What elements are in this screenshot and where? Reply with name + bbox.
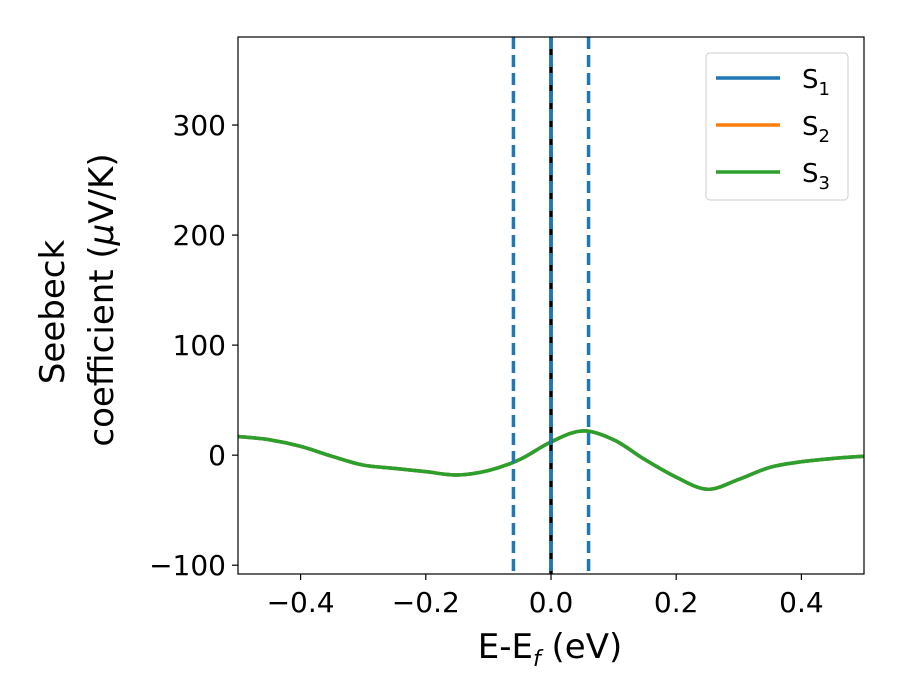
legend-label-sub: 1 bbox=[819, 79, 830, 100]
legend-label-s2: S2 bbox=[802, 112, 830, 147]
legend-label-main: S bbox=[802, 112, 819, 142]
x-axis-label: E-Ef (eV) bbox=[478, 627, 623, 672]
x-axis-label-text: E-E bbox=[478, 627, 533, 667]
y-axis-label-unit: V/K) bbox=[82, 153, 122, 223]
y-axis-label-line2: coefficient (μV/K) bbox=[82, 153, 122, 446]
y-tick-label: 200 bbox=[173, 219, 226, 252]
legend-label-s3: S3 bbox=[802, 159, 830, 194]
legend-label-main: S bbox=[802, 65, 819, 95]
y-axis-label-line1: Seebeck bbox=[33, 240, 73, 385]
legend-label-s1: S1 bbox=[802, 65, 830, 100]
y-axis-label-mu: μ bbox=[82, 224, 122, 247]
x-tick-label: −0.4 bbox=[267, 586, 335, 619]
x-axis-label-unit: (eV) bbox=[541, 627, 623, 667]
x-tick-label: 0.4 bbox=[779, 586, 824, 619]
y-tick-label: 100 bbox=[173, 329, 226, 362]
legend-label-main: S bbox=[802, 159, 819, 189]
x-tick-label: 0.0 bbox=[529, 586, 574, 619]
x-axis-label-sub: f bbox=[533, 647, 544, 672]
y-tick-label: −100 bbox=[149, 549, 226, 582]
y-tick-label: 300 bbox=[173, 109, 226, 142]
y-tick-label: 0 bbox=[208, 439, 226, 472]
plot-area: −0.4 −0.2 0.0 0.2 0.4 −100 0 100 200 300 bbox=[149, 36, 865, 619]
legend-label-sub: 3 bbox=[819, 173, 830, 194]
x-tick-label: −0.2 bbox=[392, 586, 460, 619]
y-axis-label-text: coefficient ( bbox=[82, 245, 122, 446]
legend-label-sub: 2 bbox=[819, 126, 830, 147]
x-tick-label: 0.2 bbox=[654, 586, 699, 619]
